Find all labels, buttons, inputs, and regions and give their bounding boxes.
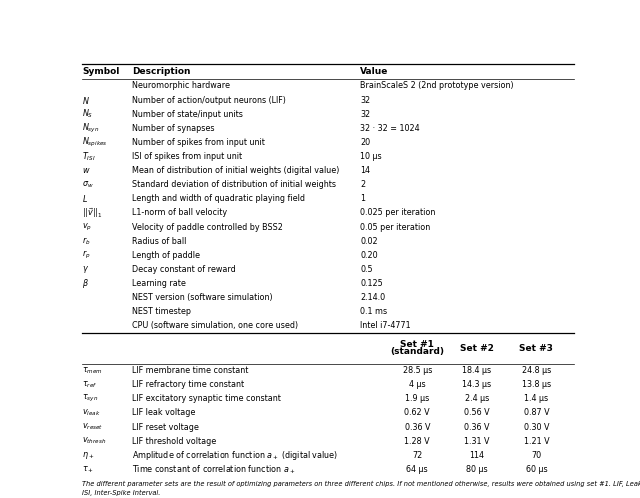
Text: $T_{ISI}$: $T_{ISI}$: [83, 150, 96, 163]
Text: 80 μs: 80 μs: [466, 465, 488, 474]
Text: 28.5 μs: 28.5 μs: [403, 366, 432, 375]
Text: 0.36 V: 0.36 V: [464, 422, 490, 432]
Text: 20: 20: [360, 138, 371, 147]
Text: ISI of spikes from input unit: ISI of spikes from input unit: [132, 152, 242, 161]
Text: $N_{syn}$: $N_{syn}$: [83, 122, 100, 135]
Text: $v_{thresh}$: $v_{thresh}$: [83, 436, 107, 446]
Text: Number of action/output neurons (LIF): Number of action/output neurons (LIF): [132, 96, 286, 105]
Text: 0.87 V: 0.87 V: [524, 408, 549, 417]
Text: $\eta_+$: $\eta_+$: [83, 450, 95, 461]
Text: LIF leak voltage: LIF leak voltage: [132, 408, 195, 417]
Text: 18.4 μs: 18.4 μs: [462, 366, 492, 375]
Text: 0.125: 0.125: [360, 279, 383, 288]
Text: $\tau_{syn}$: $\tau_{syn}$: [83, 393, 99, 404]
Text: Set #3: Set #3: [520, 344, 553, 353]
Text: LIF threshold voltage: LIF threshold voltage: [132, 437, 216, 446]
Text: 14: 14: [360, 166, 370, 175]
Text: 24.8 μs: 24.8 μs: [522, 366, 551, 375]
Text: 32: 32: [360, 96, 371, 105]
Text: 32: 32: [360, 110, 371, 119]
Text: 1: 1: [360, 194, 365, 203]
Text: 72: 72: [412, 451, 422, 460]
Text: NEST version (software simulation): NEST version (software simulation): [132, 293, 273, 302]
Text: Value: Value: [360, 67, 388, 76]
Text: Standard deviation of distribution of initial weights: Standard deviation of distribution of in…: [132, 180, 336, 189]
Text: 0.56 V: 0.56 V: [464, 408, 490, 417]
Text: Learning rate: Learning rate: [132, 279, 186, 288]
Text: NEST timestep: NEST timestep: [132, 307, 191, 316]
Text: $\tau_{mem}$: $\tau_{mem}$: [83, 366, 103, 376]
Text: LIF membrane time constant: LIF membrane time constant: [132, 366, 248, 375]
Text: 0.30 V: 0.30 V: [524, 422, 549, 432]
Text: Symbol: Symbol: [83, 67, 120, 76]
Text: 114: 114: [469, 451, 484, 460]
Text: 0.025 per iteration: 0.025 per iteration: [360, 209, 436, 218]
Text: The different parameter sets are the result of optimizing parameters on three di: The different parameter sets are the res…: [83, 481, 640, 487]
Text: $r_p$: $r_p$: [83, 249, 91, 261]
Text: 1.31 V: 1.31 V: [464, 437, 490, 446]
Text: $||\vec{v}||_1$: $||\vec{v}||_1$: [83, 206, 103, 220]
Text: Set #1: Set #1: [401, 340, 434, 349]
Text: 0.05 per iteration: 0.05 per iteration: [360, 223, 431, 232]
Text: 2: 2: [360, 180, 365, 189]
Text: $\beta$: $\beta$: [83, 277, 90, 290]
Text: $v_{reset}$: $v_{reset}$: [83, 422, 104, 432]
Text: Length and width of quadratic playing field: Length and width of quadratic playing fi…: [132, 194, 305, 203]
Text: $L$: $L$: [83, 193, 88, 204]
Text: $N_S$: $N_S$: [83, 108, 94, 121]
Text: 2.4 μs: 2.4 μs: [465, 394, 489, 403]
Text: 0.62 V: 0.62 V: [404, 408, 430, 417]
Text: Number of state/input units: Number of state/input units: [132, 110, 243, 119]
Text: Time constant of correlation function $a_+$: Time constant of correlation function $a…: [132, 463, 295, 476]
Text: $\gamma$: $\gamma$: [83, 264, 90, 275]
Text: CPU (software simulation, one core used): CPU (software simulation, one core used): [132, 321, 298, 330]
Text: 0.1 ms: 0.1 ms: [360, 307, 387, 316]
Text: 2.14.0: 2.14.0: [360, 293, 385, 302]
Text: LIF excitatory synaptic time constant: LIF excitatory synaptic time constant: [132, 394, 281, 403]
Text: BrainScaleS 2 (2nd prototype version): BrainScaleS 2 (2nd prototype version): [360, 82, 514, 91]
Text: 64 μs: 64 μs: [406, 465, 428, 474]
Text: Amplitude of correlation function $a_+$ (digital value): Amplitude of correlation function $a_+$ …: [132, 449, 338, 462]
Text: 13.8 μs: 13.8 μs: [522, 380, 551, 389]
Text: Velocity of paddle controlled by BSS2: Velocity of paddle controlled by BSS2: [132, 223, 283, 232]
Text: Mean of distribution of initial weights (digital value): Mean of distribution of initial weights …: [132, 166, 339, 175]
Text: $r_b$: $r_b$: [83, 236, 91, 247]
Text: 32 · 32 = 1024: 32 · 32 = 1024: [360, 124, 420, 133]
Text: $\sigma_w$: $\sigma_w$: [83, 179, 94, 190]
Text: 1.9 μs: 1.9 μs: [405, 394, 429, 403]
Text: L1-norm of ball velocity: L1-norm of ball velocity: [132, 209, 227, 218]
Text: 60 μs: 60 μs: [525, 465, 547, 474]
Text: Radius of ball: Radius of ball: [132, 237, 186, 246]
Text: $\tau_{ref}$: $\tau_{ref}$: [83, 379, 98, 390]
Text: 1.21 V: 1.21 V: [524, 437, 549, 446]
Text: $v_p$: $v_p$: [83, 222, 93, 233]
Text: Length of paddle: Length of paddle: [132, 251, 200, 260]
Text: Neuromorphic hardware: Neuromorphic hardware: [132, 82, 230, 91]
Text: Number of spikes from input unit: Number of spikes from input unit: [132, 138, 265, 147]
Text: 1.28 V: 1.28 V: [404, 437, 430, 446]
Text: 0.20: 0.20: [360, 251, 378, 260]
Text: (standard): (standard): [390, 347, 444, 356]
Text: 0.5: 0.5: [360, 265, 373, 274]
Text: Description: Description: [132, 67, 191, 76]
Text: LIF reset voltage: LIF reset voltage: [132, 422, 199, 432]
Text: Set #2: Set #2: [460, 344, 493, 353]
Text: $N_{spikes}$: $N_{spikes}$: [83, 136, 108, 149]
Text: 1.4 μs: 1.4 μs: [524, 394, 548, 403]
Text: $w$: $w$: [83, 166, 91, 175]
Text: Intel i7-4771: Intel i7-4771: [360, 321, 411, 330]
Text: Number of synapses: Number of synapses: [132, 124, 214, 133]
Text: Decay constant of reward: Decay constant of reward: [132, 265, 236, 274]
Text: 0.36 V: 0.36 V: [404, 422, 430, 432]
Text: 0.02: 0.02: [360, 237, 378, 246]
Text: 10 μs: 10 μs: [360, 152, 382, 161]
Text: $\tau_+$: $\tau_+$: [83, 464, 95, 475]
Text: LIF refractory time constant: LIF refractory time constant: [132, 380, 244, 389]
Text: $N$: $N$: [83, 95, 90, 106]
Text: 4 μs: 4 μs: [409, 380, 426, 389]
Text: $v_{leak}$: $v_{leak}$: [83, 408, 101, 418]
Text: ISI, Inter-Spike Interval.: ISI, Inter-Spike Interval.: [83, 490, 161, 496]
Text: 70: 70: [531, 451, 541, 460]
Text: 14.3 μs: 14.3 μs: [462, 380, 492, 389]
